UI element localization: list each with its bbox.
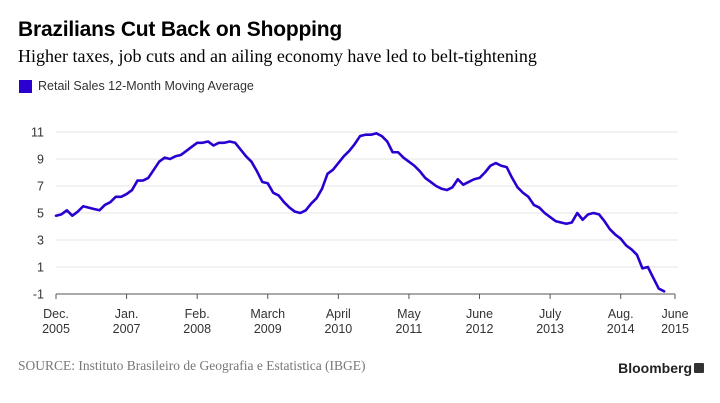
x-tick-label-year: 2005	[42, 322, 70, 336]
y-tick-label: 1	[37, 261, 44, 275]
y-tick-label: 3	[37, 234, 44, 248]
legend-label: Retail Sales 12-Month Moving Average	[38, 79, 254, 93]
bloomberg-terminal-icon	[694, 363, 704, 373]
x-tick-label-year: 2009	[254, 322, 282, 336]
series-line-retail-sales	[54, 132, 666, 293]
chart-title: Brazilians Cut Back on Shopping	[18, 18, 342, 41]
x-tick-label-year: 2008	[183, 322, 211, 336]
x-tick-label-month: June	[661, 307, 688, 321]
x-tick-label-year: 2007	[113, 322, 141, 336]
x-tick-label-month: July	[539, 307, 562, 321]
x-tick-label-month: Jan.	[115, 307, 139, 321]
x-tick-label-year: 2012	[466, 322, 494, 336]
x-tick-label-year: 2010	[324, 322, 352, 336]
legend: Retail Sales 12-Month Moving Average	[19, 78, 254, 94]
y-tick-label: 9	[37, 153, 44, 167]
source-note: SOURCE: Instituto Brasileiro de Geografi…	[18, 358, 366, 373]
x-tick-label-month: June	[466, 307, 493, 321]
y-tick-label: -1	[33, 288, 44, 302]
x-tick-label-year: 2015	[661, 322, 689, 336]
y-tick-label: 7	[37, 180, 44, 194]
legend-swatch	[19, 79, 32, 93]
x-tick-label-month: March	[250, 307, 285, 321]
x-tick-label-year: 2011	[395, 322, 422, 336]
x-tick-label-month: May	[397, 307, 421, 321]
y-tick-label: 11	[31, 126, 44, 140]
chart-subtitle: Higher taxes, job cuts and an ailing eco…	[18, 46, 537, 66]
x-tick-label-month: April	[326, 307, 351, 321]
x-tick-label-year: 2014	[607, 322, 635, 336]
x-tick-label-month: Dec.	[43, 307, 69, 321]
x-tick-label-month: Feb.	[185, 307, 210, 321]
brand-logo: Bloomberg	[618, 360, 692, 376]
y-tick-label: 5	[37, 207, 44, 221]
x-tick-label-month: Aug.	[608, 307, 634, 321]
x-tick-label-year: 2013	[536, 322, 564, 336]
